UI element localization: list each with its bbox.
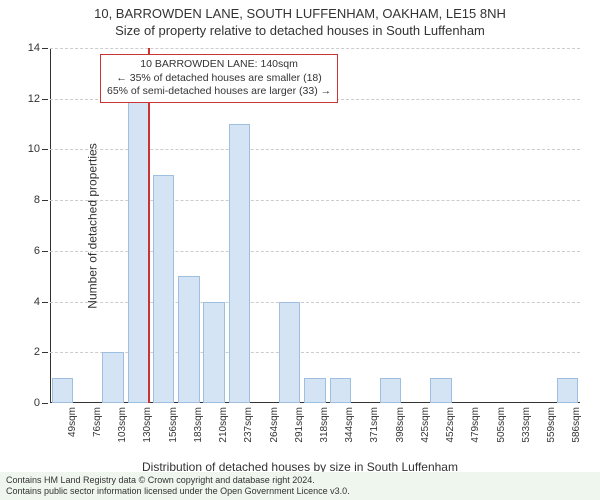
bar: [304, 378, 325, 403]
bar: [102, 352, 123, 403]
chart-container: 10, BARROWDEN LANE, SOUTH LUFFENHAM, OAK…: [0, 0, 600, 500]
bar: [203, 302, 224, 403]
annotation-box: 10 BARROWDEN LANE: 140sqm ← 35% of detac…: [100, 54, 338, 103]
bar: [128, 99, 149, 403]
x-tick-label: 344sqm: [344, 407, 355, 443]
x-tick-label: 533sqm: [521, 407, 532, 443]
x-tick-label: 264sqm: [269, 407, 280, 443]
y-tick-label: 10: [28, 143, 40, 155]
y-axis-label: Number of detached properties: [86, 143, 100, 308]
x-tick-label: 183sqm: [193, 407, 204, 443]
bar: [279, 302, 300, 403]
bar: [153, 175, 174, 403]
chart-title-line2: Size of property relative to detached ho…: [0, 21, 600, 38]
y-tick: [42, 352, 48, 353]
y-tick: [42, 99, 48, 100]
x-tick-label: 103sqm: [117, 407, 128, 443]
chart-title-line1: 10, BARROWDEN LANE, SOUTH LUFFENHAM, OAK…: [0, 0, 600, 21]
x-tick-label: 505sqm: [496, 407, 507, 443]
x-tick-label: 559sqm: [546, 407, 557, 443]
annotation-line3: 65% of semi-detached houses are larger (…: [107, 85, 331, 99]
bar: [178, 276, 199, 403]
y-tick-label: 0: [34, 397, 40, 409]
x-tick-label: 398sqm: [395, 407, 406, 443]
footer-line1: Contains HM Land Registry data © Crown c…: [6, 475, 594, 486]
y-tick: [42, 200, 48, 201]
bar: [557, 378, 578, 403]
y-tick-label: 6: [34, 245, 40, 257]
x-tick-label: 318sqm: [319, 407, 330, 443]
bar: [430, 378, 451, 403]
x-tick-label: 237sqm: [243, 407, 254, 443]
y-tick: [42, 302, 48, 303]
bar: [330, 378, 351, 403]
bar: [380, 378, 401, 403]
y-tick-label: 8: [34, 194, 40, 206]
grid-line: [50, 48, 580, 49]
bar: [52, 378, 73, 403]
y-tick-label: 14: [28, 42, 40, 54]
footer: Contains HM Land Registry data © Crown c…: [0, 472, 600, 500]
x-tick-label: 425sqm: [420, 407, 431, 443]
footer-line2: Contains public sector information licen…: [6, 486, 594, 497]
x-tick-label: 371sqm: [369, 407, 380, 443]
bar: [229, 124, 250, 403]
x-tick-label: 49sqm: [67, 407, 78, 437]
x-tick-label: 130sqm: [142, 407, 153, 443]
y-tick-label: 4: [34, 296, 40, 308]
x-tick-label: 291sqm: [294, 407, 305, 443]
y-tick: [42, 403, 48, 404]
y-tick: [42, 251, 48, 252]
y-tick: [42, 149, 48, 150]
x-tick-label: 210sqm: [218, 407, 229, 443]
y-tick: [42, 48, 48, 49]
x-tick-label: 156sqm: [168, 407, 179, 443]
x-tick-label: 586sqm: [571, 407, 582, 443]
x-tick-label: 452sqm: [445, 407, 456, 443]
plot-area: 10 BARROWDEN LANE: 140sqm ← 35% of detac…: [50, 48, 580, 403]
annotation-line1: 10 BARROWDEN LANE: 140sqm: [107, 58, 331, 72]
y-tick-label: 12: [28, 93, 40, 105]
annotation-line2: ← 35% of detached houses are smaller (18…: [107, 72, 331, 86]
y-tick-label: 2: [34, 346, 40, 358]
x-tick-label: 479sqm: [470, 407, 481, 443]
x-tick-label: 76sqm: [92, 407, 103, 437]
